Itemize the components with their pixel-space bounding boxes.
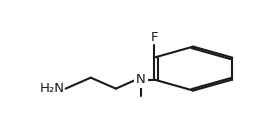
Text: F: F <box>150 31 158 44</box>
Text: N: N <box>136 73 146 86</box>
Text: H₂N: H₂N <box>39 82 64 95</box>
